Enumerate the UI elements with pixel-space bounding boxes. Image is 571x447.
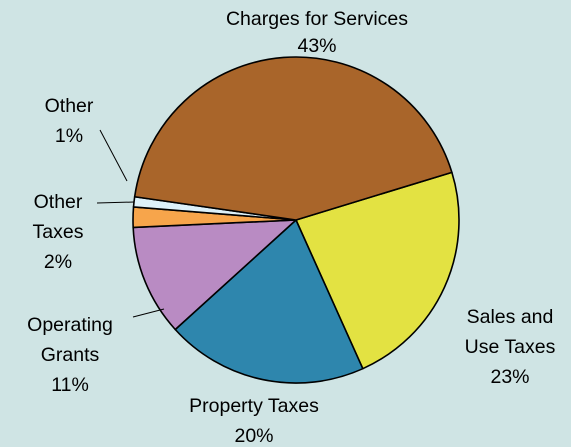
leader-line-4 bbox=[99, 129, 128, 182]
slice-value-label-1: 20% bbox=[234, 425, 273, 447]
pie-slice-1 bbox=[174, 219, 364, 384]
slice-value-label-5: 43% bbox=[297, 35, 336, 57]
slice-label-1: Property Taxes bbox=[189, 395, 319, 417]
leader-line-3 bbox=[96, 201, 135, 204]
slice-value-label-0: 23% bbox=[490, 366, 529, 388]
slice-label-0: Use Taxes bbox=[465, 336, 556, 358]
slice-label-5: Charges for Services bbox=[226, 8, 408, 30]
pie-slice-5 bbox=[133, 56, 453, 221]
slice-label-2: Operating bbox=[27, 314, 113, 336]
slice-label-4: Other bbox=[45, 95, 94, 117]
slice-value-label-4: 1% bbox=[55, 125, 83, 147]
leader-line-2 bbox=[132, 308, 165, 318]
slice-label-0: Sales and bbox=[467, 306, 554, 328]
slice-label-2: Grants bbox=[41, 344, 100, 366]
slice-label-3: Other bbox=[34, 191, 83, 213]
pie-slice-0 bbox=[295, 171, 460, 370]
slice-value-label-3: 2% bbox=[44, 251, 72, 273]
slice-value-label-2: 11% bbox=[51, 374, 89, 396]
slice-label-3: Taxes bbox=[33, 221, 84, 243]
pie-slice-2 bbox=[132, 219, 297, 331]
